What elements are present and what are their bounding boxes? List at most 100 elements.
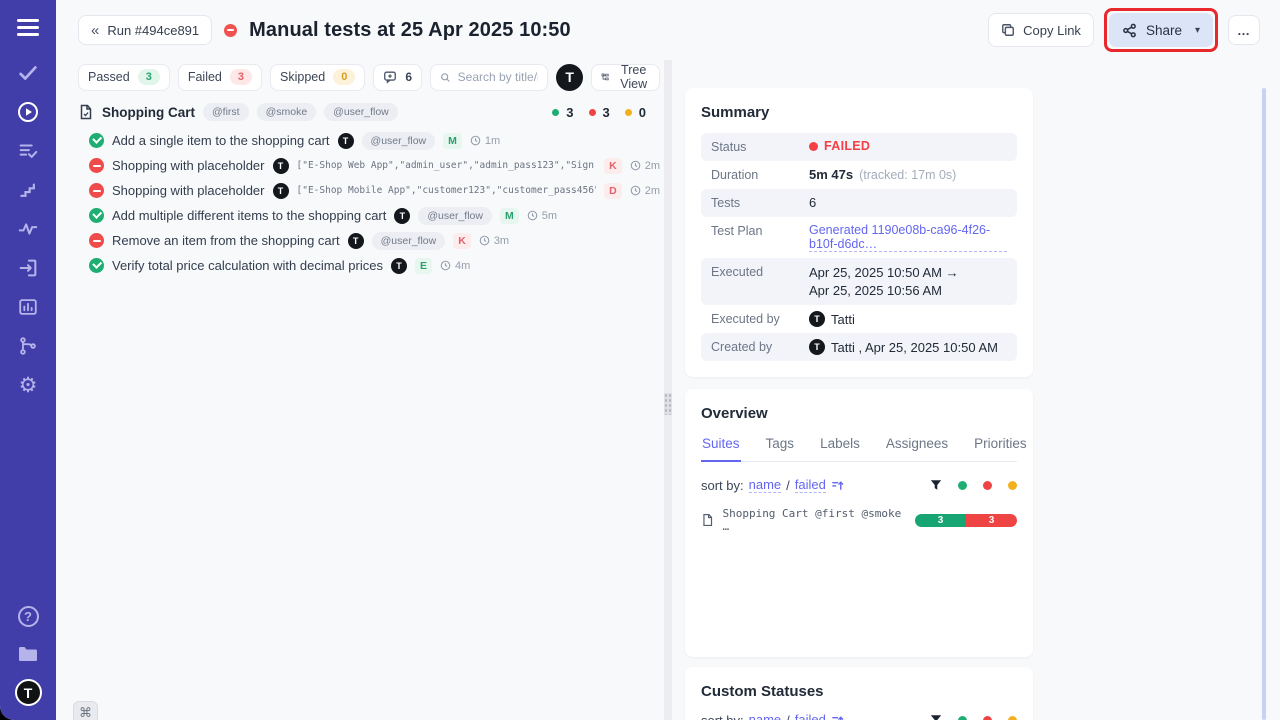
- projects-folder-icon[interactable]: [14, 641, 42, 667]
- toggle-skipped-dot[interactable]: [1008, 715, 1017, 720]
- toggle-passed-dot[interactable]: [958, 480, 967, 490]
- test-row[interactable]: Add multiple different items to the shop…: [78, 203, 660, 228]
- suite-results-bar: 3 3: [915, 513, 1017, 527]
- suite-counts: 3 3 0: [552, 105, 660, 120]
- tab-suites[interactable]: Suites: [701, 434, 741, 463]
- priority-badge: M: [443, 132, 462, 149]
- test-row[interactable]: Remove an item from the shopping cart T …: [78, 228, 660, 253]
- keyboard-shortcut-button[interactable]: ⌘: [73, 701, 98, 720]
- resize-grip-icon[interactable]: [664, 393, 672, 415]
- skipped-count-badge: 0: [333, 69, 356, 85]
- suite-tag[interactable]: @user_flow: [324, 103, 398, 121]
- import-icon[interactable]: [14, 255, 42, 281]
- sort-by-failed-link[interactable]: failed: [794, 477, 826, 494]
- sidebar-bottom: ? T: [14, 603, 42, 706]
- test-plans-icon[interactable]: [14, 138, 42, 164]
- steps-icon[interactable]: [14, 177, 42, 203]
- avatar: T: [809, 339, 825, 356]
- toggle-failed-dot[interactable]: [983, 480, 992, 490]
- test-row[interactable]: Shopping with placeholder T ["E-Shop Mob…: [78, 178, 660, 203]
- clock-icon: [630, 160, 641, 171]
- tests-check-icon[interactable]: [14, 60, 42, 86]
- user-avatar[interactable]: T: [14, 679, 42, 706]
- filter-skipped-chip[interactable]: Skipped 0: [270, 63, 366, 91]
- test-assignee-avatar: T: [337, 132, 354, 149]
- search-icon: [441, 72, 450, 82]
- failed-icon: [89, 233, 104, 248]
- pulse-icon[interactable]: [14, 216, 42, 242]
- settings-gear-icon[interactable]: ⚙: [18, 373, 38, 397]
- summary-row-executed-by: Executed by T Tatti: [711, 311, 855, 328]
- overview-sort-row: sort by: name / failed: [701, 477, 1017, 494]
- more-options-button[interactable]: …: [1228, 15, 1260, 45]
- filter-funnel-icon[interactable]: [930, 479, 942, 491]
- help-icon[interactable]: ?: [14, 603, 42, 629]
- tree-view-button[interactable]: Tree View: [591, 63, 660, 91]
- suite-tag[interactable]: @first: [203, 103, 249, 121]
- share-dropdown-caret-icon[interactable]: ▾: [1194, 24, 1200, 36]
- test-row[interactable]: Verify total price calculation with deci…: [78, 253, 660, 278]
- tab-labels[interactable]: Labels: [820, 436, 860, 452]
- filter-failed-chip[interactable]: Failed 3: [177, 63, 262, 91]
- test-assignee-avatar: T: [394, 207, 411, 224]
- test-assignee-avatar: T: [272, 182, 289, 199]
- summary-row-created-by: Created by T Tatti , Apr 25, 2025 10:50 A…: [701, 333, 1017, 362]
- suite-file-icon: [80, 104, 92, 120]
- test-example-args: ["E-Shop Web App","admin_user","admin_pa…: [296, 160, 597, 171]
- tab-tags[interactable]: Tags: [765, 436, 795, 452]
- sort-asc-icon: [832, 481, 844, 490]
- test-assignee-avatar: T: [347, 232, 364, 249]
- tab-assignees[interactable]: Assignees: [885, 436, 949, 452]
- filter-toolbar: Passed 3 Failed 3 Skipped 0 6: [78, 62, 660, 92]
- toggle-passed-dot[interactable]: [958, 715, 967, 720]
- test-tag[interactable]: @user_flow: [418, 206, 492, 225]
- test-example-args: ["E-Shop Mobile App","customer123","cust…: [296, 185, 597, 196]
- summary-row-executed: Executed Apr 25, 2025 10:50 AM → Apr 25,…: [701, 258, 1017, 306]
- sort-by-name-link[interactable]: name: [748, 477, 782, 494]
- toggle-skipped-dot[interactable]: [1008, 480, 1017, 490]
- menu-icon[interactable]: [14, 14, 42, 40]
- overview-suite-row[interactable]: Shopping Cart @first @smoke … 3 3: [701, 507, 1017, 533]
- passed-icon: [89, 133, 104, 148]
- filter-funnel-icon[interactable]: [930, 714, 942, 720]
- sort-by-name-link[interactable]: name: [749, 712, 782, 720]
- test-tag[interactable]: @user_flow: [371, 231, 446, 250]
- sort-by-failed-link[interactable]: failed: [795, 712, 826, 720]
- run-failed-status-icon: [224, 23, 238, 37]
- test-row[interactable]: Shopping with placeholder T ["E-Shop Web…: [78, 153, 660, 178]
- custom-statuses-sort-row: sort by: name / failed: [701, 712, 1017, 720]
- failed-bar-segment: 3: [966, 513, 1017, 527]
- clock-icon: [479, 235, 490, 246]
- test-tag[interactable]: @user_flow: [361, 131, 436, 150]
- analytics-icon[interactable]: [14, 294, 42, 320]
- avatar: T: [809, 311, 825, 328]
- copy-link-button[interactable]: Copy Link: [988, 13, 1094, 47]
- sort-asc-icon: [832, 716, 844, 720]
- share-button[interactable]: Share ▾: [1108, 13, 1213, 47]
- tab-priorities[interactable]: Priorities: [974, 436, 1027, 452]
- test-assignee-avatar: T: [390, 257, 407, 274]
- suite-tag[interactable]: @smoke: [256, 103, 317, 121]
- back-to-run-button[interactable]: « Run #494ce891: [78, 15, 213, 45]
- overview-card: Overview Suites Tags Labels Assignees Pr…: [685, 389, 1033, 658]
- suite-header[interactable]: Shopping Cart @first @smoke @user_flow 3…: [78, 100, 660, 124]
- branches-icon[interactable]: [14, 333, 42, 359]
- passed-icon: [89, 258, 104, 273]
- pane-resize-handle[interactable]: [664, 60, 672, 720]
- overview-title: Overview: [701, 405, 768, 423]
- filter-passed-chip[interactable]: Passed 3: [78, 63, 170, 91]
- search-input[interactable]: [457, 70, 539, 84]
- summary-row-test-plan: Test Plan Generated 1190e08b-ca96-4f26-b…: [701, 217, 1017, 258]
- comments-filter-chip[interactable]: 6: [373, 63, 422, 91]
- failed-dot-icon: [809, 141, 818, 151]
- test-plan-link[interactable]: Generated 1190e08b-ca96-4f26-b10f-d6dc…: [809, 223, 1007, 252]
- passed-count-badge: 3: [137, 69, 160, 85]
- failed-icon: [89, 183, 104, 198]
- runs-play-icon[interactable]: [14, 99, 42, 125]
- assignee-avatar[interactable]: T: [556, 63, 584, 91]
- vertical-scrollbar[interactable]: [1262, 88, 1266, 720]
- test-row[interactable]: Add a single item to the shopping cart T…: [78, 128, 660, 153]
- toggle-failed-dot[interactable]: [983, 715, 992, 720]
- test-list-pane: Passed 3 Failed 3 Skipped 0 6: [56, 60, 664, 720]
